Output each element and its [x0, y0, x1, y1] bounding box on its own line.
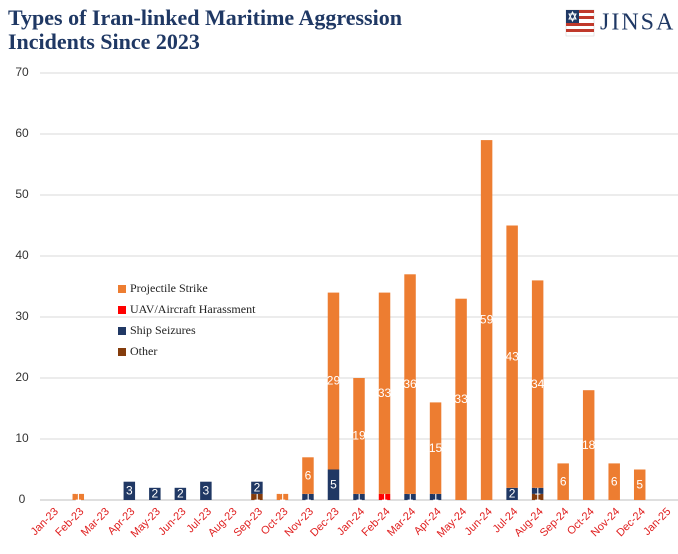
y-tick-label: 30	[15, 309, 29, 323]
bar-segment	[557, 463, 569, 500]
x-tick-label: Jun-23	[156, 506, 188, 538]
data-label: 6	[305, 468, 312, 482]
bar-segment	[404, 274, 416, 494]
bar-segment	[200, 481, 212, 500]
legend-swatch	[118, 348, 126, 356]
legend-label: Ship Seizures	[130, 323, 196, 337]
x-tick-label: Jan-25	[641, 506, 673, 538]
y-tick-label: 60	[15, 126, 29, 140]
data-label: 2	[177, 487, 184, 501]
y-tick-label: 10	[15, 431, 29, 445]
data-label: 3	[126, 484, 133, 498]
logo-text: JINSA	[600, 10, 675, 36]
data-label: 1	[534, 490, 541, 504]
bar-segment	[531, 493, 544, 500]
bar-segment	[506, 225, 518, 488]
bar-segment	[531, 280, 544, 488]
legend-swatch	[118, 306, 126, 314]
bar-segment	[149, 487, 161, 500]
bar-segment	[378, 292, 391, 494]
data-label: 33	[378, 386, 392, 400]
bar-segment	[608, 463, 620, 500]
logo-flag	[565, 9, 595, 37]
x-tick-label: Mar-24	[385, 506, 418, 539]
bar-segment	[531, 487, 544, 494]
data-label: 1	[381, 490, 388, 504]
bar-segment	[251, 493, 263, 500]
x-tick-label: Mar-23	[79, 506, 112, 539]
data-label: 2	[254, 480, 261, 494]
bar-segment	[353, 493, 365, 500]
data-label: 34	[531, 377, 545, 391]
x-tick-label: Dec-23	[308, 506, 342, 540]
data-label: 1	[356, 490, 363, 504]
data-label: 2	[509, 487, 516, 501]
legend-swatch	[118, 327, 126, 335]
data-label: 1	[432, 490, 439, 504]
data-label: 1	[305, 490, 312, 504]
bar-segment	[72, 493, 85, 500]
data-label: 6	[611, 474, 618, 488]
data-label: 43	[505, 349, 519, 363]
legend-label: UAV/Aircraft Harassment	[130, 302, 256, 316]
bar-segment	[276, 493, 289, 500]
bar-segment	[455, 298, 467, 500]
y-tick-label: 70	[15, 65, 29, 79]
bar-segment	[174, 487, 187, 500]
y-tick-label: 20	[15, 370, 29, 384]
data-label: 2	[151, 487, 158, 501]
legend-label: Other	[130, 344, 157, 358]
bar-segment	[582, 390, 595, 500]
data-label: 6	[560, 474, 567, 488]
data-label: 19	[352, 429, 366, 443]
bar-segment	[378, 493, 391, 500]
bar-segment	[123, 481, 136, 500]
data-label: 1	[407, 490, 414, 504]
bar-segment	[480, 140, 493, 500]
data-label: 1	[534, 484, 541, 498]
bar-segment	[429, 402, 442, 494]
bar-segment	[429, 493, 442, 500]
data-label: 1	[254, 490, 261, 504]
chart-title: Incidents Since 2023	[8, 29, 200, 54]
data-label: 59	[480, 313, 494, 327]
y-tick-label: 50	[15, 187, 29, 201]
bar-segment	[633, 469, 646, 500]
bar-segment	[302, 493, 314, 500]
chart-title: Types of Iran-linked Maritime Aggression	[8, 5, 402, 30]
bar-segment	[251, 481, 263, 494]
y-tick-label: 0	[19, 492, 26, 506]
data-label: 33	[454, 392, 468, 406]
data-label: 5	[330, 477, 337, 491]
data-label: 1	[75, 490, 82, 504]
bar-segment	[327, 469, 340, 500]
legend-swatch	[118, 285, 126, 293]
data-label: 5	[636, 477, 643, 491]
data-label: 1	[279, 490, 286, 504]
x-tick-label: Jun-24	[463, 506, 495, 538]
y-tick-label: 40	[15, 248, 29, 262]
legend-label: Projectile Strike	[130, 281, 208, 295]
bar-segment	[327, 292, 340, 470]
data-label: 29	[327, 374, 341, 388]
x-tick-label: Dec-24	[614, 506, 648, 540]
data-label: 36	[403, 377, 417, 391]
x-tick-label: Sep-24	[538, 506, 572, 540]
data-label: 18	[582, 438, 596, 452]
bar-segment	[404, 493, 416, 500]
data-label: 15	[429, 441, 443, 455]
bar-segment	[302, 457, 314, 494]
bar-segment	[353, 378, 365, 494]
data-label: 3	[203, 484, 210, 498]
x-tick-label: Sep-23	[232, 506, 266, 540]
bar-segment	[506, 487, 518, 500]
